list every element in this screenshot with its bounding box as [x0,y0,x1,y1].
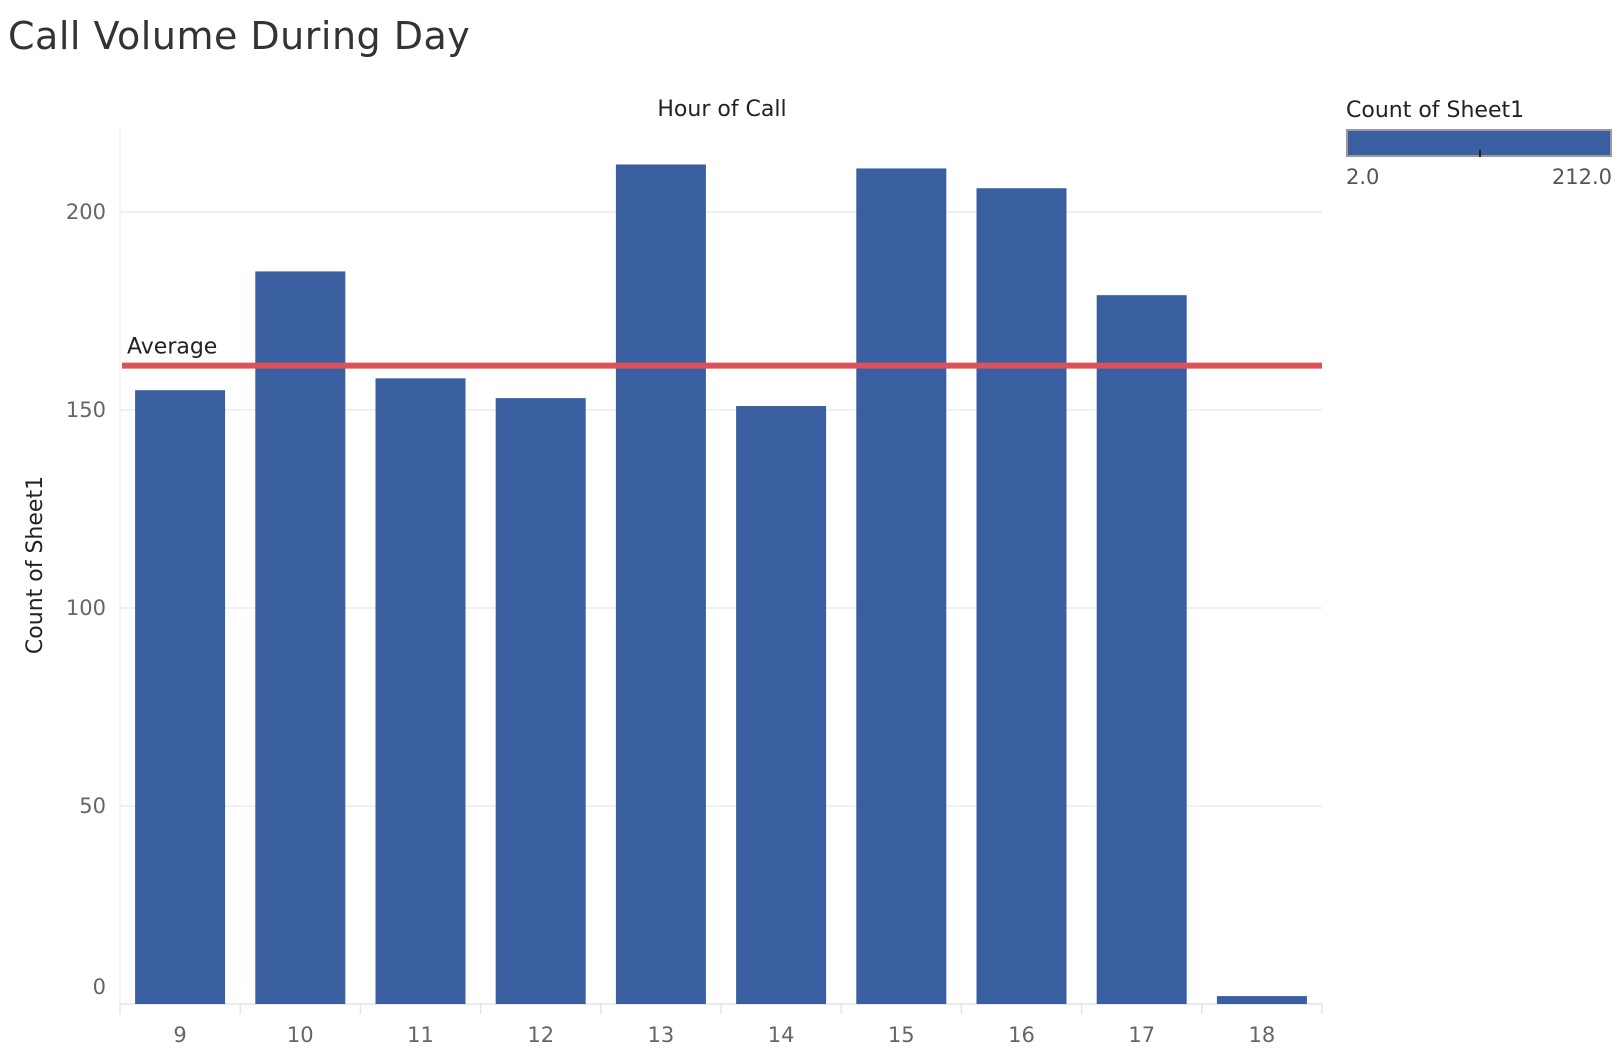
legend-title: Count of Sheet1 [1346,98,1525,123]
bar [856,168,947,1004]
y-tick-label: 150 [66,398,106,422]
x-tick-label: 9 [173,1023,186,1047]
bar [135,390,226,1004]
bar [1216,996,1307,1004]
y-tick-label: 0 [93,975,106,999]
y-axis-label: Count of Sheet1 [23,476,48,654]
bars [135,164,1307,1005]
x-axis-label: Hour of Call [657,97,786,122]
x-tick-label: 17 [1128,1023,1155,1047]
x-tick-label: 11 [407,1023,434,1047]
y-tick-label: 200 [66,200,106,224]
bar [255,271,346,1004]
x-tick-labels: 9 10 11 12 13 14 15 16 17 18 [173,1023,1275,1047]
legend-color-ramp [1346,129,1612,157]
x-tick-label: 12 [527,1023,554,1047]
color-legend: Count of Sheet1 2.0 212.0 [1346,98,1612,189]
bar [1096,295,1187,1004]
x-tick-label: 13 [648,1023,675,1047]
bar [736,406,827,1004]
legend-max-label: 212.0 [1551,165,1612,189]
bar [976,188,1067,1005]
y-tick-label: 50 [79,794,106,818]
average-line-group: Average [122,335,1322,369]
y-tick-labels: 0 50 100 150 200 [66,200,106,999]
legend-tick [1479,150,1481,157]
x-tick-label: 18 [1249,1023,1276,1047]
bar [615,164,706,1005]
average-label: Average [127,335,217,360]
bar [495,398,586,1004]
bar [375,378,466,1004]
x-tick-label: 10 [287,1023,314,1047]
chart-title: Call Volume During Day [8,14,471,58]
x-tick-label: 14 [768,1023,795,1047]
x-tick-label: 15 [888,1023,915,1047]
legend-min-label: 2.0 [1346,165,1380,189]
x-tick-label: 16 [1008,1023,1035,1047]
y-tick-label: 100 [66,596,106,620]
